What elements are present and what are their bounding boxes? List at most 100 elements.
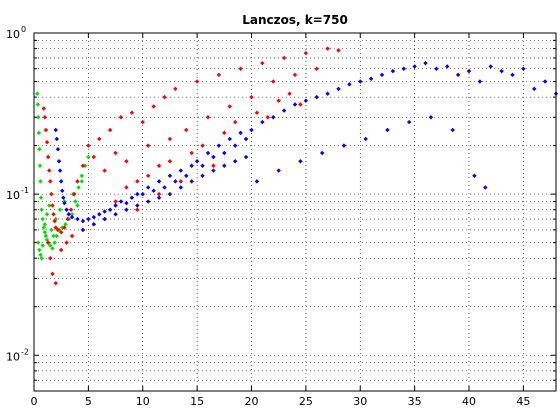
data-point [40, 216, 45, 222]
data-point [314, 66, 319, 71]
data-point [379, 72, 385, 78]
data-point [281, 108, 287, 113]
data-point [36, 240, 41, 245]
data-point [303, 50, 309, 56]
data-point [200, 163, 205, 168]
data-point [113, 212, 118, 217]
data-point [211, 168, 216, 173]
data-point [298, 102, 303, 107]
data-point [61, 195, 66, 200]
x-tick-label: 30 [353, 395, 367, 408]
x-tick-label: 0 [31, 395, 38, 408]
data-point [325, 46, 330, 51]
data-point [37, 163, 43, 168]
data-point [488, 64, 493, 69]
x-tick-label: 15 [190, 395, 204, 408]
data-point [499, 68, 504, 74]
data-point [216, 143, 222, 148]
data-point [102, 168, 107, 173]
data-point [135, 191, 140, 197]
data-point [368, 76, 374, 81]
data-point [35, 91, 40, 96]
data-point [75, 203, 80, 208]
data-point [75, 216, 80, 222]
data-point [314, 94, 319, 100]
data-point [135, 179, 140, 184]
data-point [36, 115, 41, 120]
data-point [57, 207, 63, 212]
data-point [243, 154, 249, 160]
data-point [76, 185, 81, 190]
data-point [276, 168, 281, 173]
data-point [140, 119, 145, 125]
data-point [107, 207, 113, 212]
data-point [107, 127, 113, 133]
data-point [50, 271, 55, 277]
data-point [325, 91, 330, 96]
data-point [249, 127, 254, 133]
data-point [145, 173, 151, 178]
data-point [97, 212, 102, 217]
data-point [102, 216, 107, 222]
data-point [124, 159, 129, 164]
data-point [347, 82, 352, 87]
y-tick-label-exponent: -1 [21, 186, 29, 195]
data-point [287, 91, 292, 96]
data-point [48, 179, 53, 184]
data-point [211, 154, 216, 160]
data-point [135, 207, 140, 212]
data-point [40, 243, 45, 248]
data-point [50, 246, 55, 251]
data-point [44, 140, 50, 145]
data-point [113, 150, 118, 156]
data-point [113, 203, 118, 208]
data-point [222, 130, 227, 136]
data-point [238, 66, 243, 71]
data-point [91, 214, 97, 220]
x-tick-label: 10 [136, 395, 150, 408]
data-point [162, 185, 167, 190]
data-point [271, 79, 276, 84]
data-point [216, 72, 222, 78]
data-point [303, 98, 309, 103]
data-point [184, 127, 189, 133]
data-point [36, 130, 42, 136]
data-point [167, 159, 173, 164]
data-point [38, 252, 43, 258]
data-points [35, 46, 559, 286]
data-point [57, 168, 63, 173]
data-point [145, 199, 151, 204]
data-point [50, 203, 55, 208]
x-tick-label: 5 [85, 395, 92, 408]
data-point [178, 185, 184, 190]
data-point [135, 203, 140, 208]
data-point [156, 191, 162, 197]
data-point [69, 233, 75, 239]
data-point [200, 143, 205, 148]
x-tick-label: 40 [462, 395, 476, 408]
data-point [73, 199, 78, 204]
data-point [385, 127, 390, 133]
data-point [52, 218, 57, 224]
data-point [48, 256, 53, 261]
data-point [42, 230, 48, 235]
data-point [232, 159, 238, 164]
data-point [205, 150, 211, 156]
data-point [140, 191, 145, 197]
data-point [44, 237, 50, 243]
data-point [249, 94, 254, 100]
data-point [53, 225, 58, 230]
data-point [65, 216, 70, 222]
data-point [151, 104, 156, 109]
x-tick-label: 35 [408, 395, 422, 408]
data-point [510, 72, 515, 78]
data-point [260, 60, 265, 66]
data-point [450, 127, 455, 133]
data-point [477, 79, 483, 84]
data-point [55, 227, 61, 233]
data-point [80, 218, 86, 224]
data-point [167, 136, 173, 142]
data-point [39, 256, 44, 261]
